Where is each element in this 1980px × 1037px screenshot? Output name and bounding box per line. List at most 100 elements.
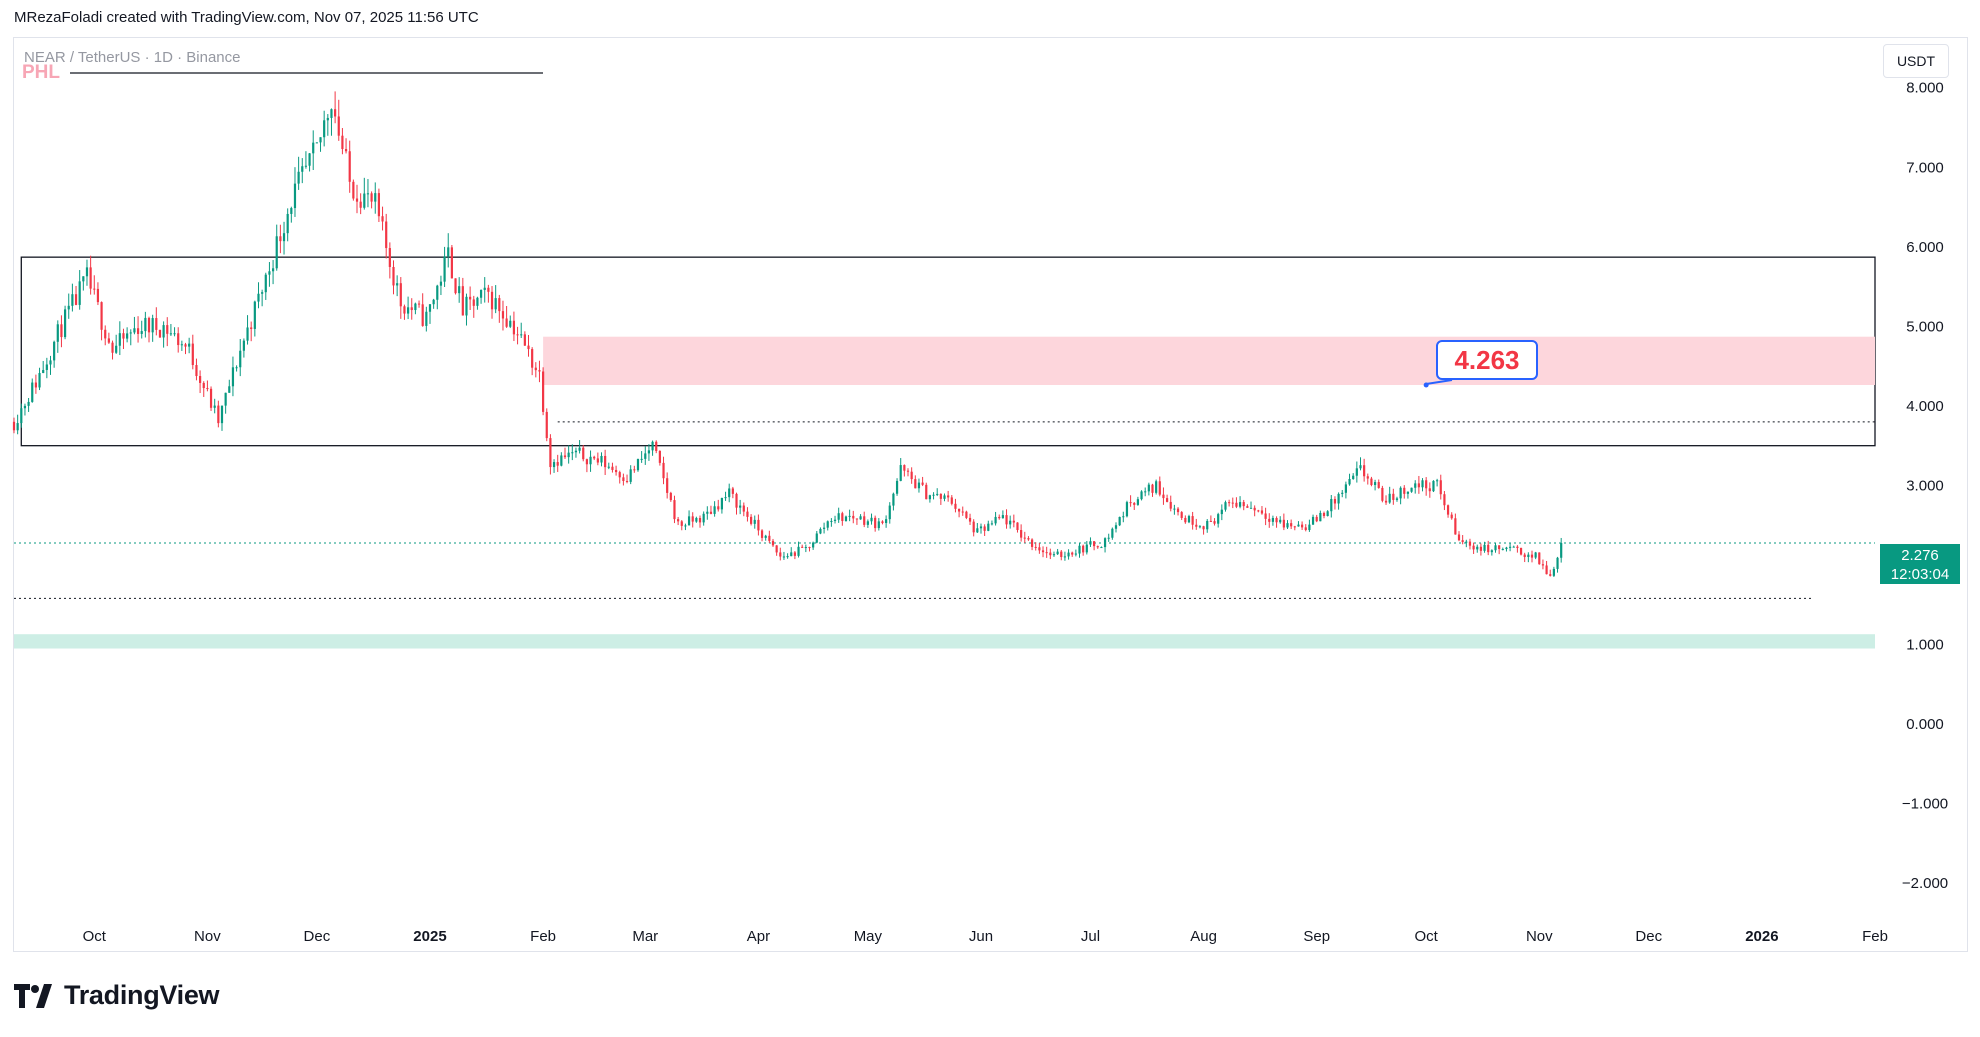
- y-tick-label: −2.000: [1902, 875, 1948, 892]
- indicator-tag[interactable]: PHL: [22, 62, 60, 83]
- candle: [228, 379, 231, 393]
- candle: [53, 340, 56, 368]
- candle: [374, 182, 377, 214]
- candle: [1330, 495, 1333, 518]
- candle: [1242, 499, 1245, 511]
- price-axis: 8.0007.0006.0005.0004.0003.0002.0001.000…: [1902, 80, 1948, 892]
- candle-body: [414, 303, 417, 311]
- candle-body: [465, 296, 468, 316]
- candle-body: [399, 283, 402, 307]
- candle-body: [1341, 492, 1344, 494]
- candle-body: [359, 201, 362, 208]
- candle: [1238, 496, 1242, 509]
- candle-body: [669, 492, 672, 501]
- price-callout[interactable]: 4.263: [1436, 340, 1538, 380]
- candle-body: [1238, 502, 1242, 507]
- candle-body: [436, 285, 439, 300]
- candle: [34, 374, 37, 394]
- currency-button[interactable]: USDT: [1883, 44, 1949, 78]
- candle-body: [304, 165, 308, 167]
- candle: [1363, 458, 1366, 482]
- candle-body: [341, 135, 344, 150]
- candle: [1417, 475, 1420, 494]
- candle: [366, 179, 370, 208]
- candle-body: [490, 291, 494, 310]
- candle-body: [1370, 478, 1373, 486]
- candle: [1279, 516, 1282, 524]
- candle-body: [63, 309, 67, 338]
- candle-body: [100, 302, 103, 330]
- y-tick-label: 5.000: [1906, 318, 1944, 335]
- candle: [764, 534, 767, 541]
- candle-body: [1468, 541, 1472, 546]
- candle: [1446, 504, 1450, 518]
- candle-body: [235, 367, 238, 369]
- candle: [1428, 482, 1431, 498]
- candle: [1217, 512, 1220, 528]
- candle: [1041, 546, 1045, 558]
- candle-body: [768, 535, 771, 541]
- candle: [848, 509, 851, 522]
- candle-body: [1508, 546, 1512, 548]
- candle-body: [863, 516, 866, 525]
- candle-body: [724, 497, 727, 499]
- candle-body: [377, 193, 381, 217]
- candle: [669, 491, 672, 502]
- candle: [304, 151, 308, 169]
- candle-body: [31, 382, 34, 402]
- candle-body: [717, 506, 720, 510]
- candle-body: [578, 447, 581, 451]
- candle-body: [1100, 547, 1103, 549]
- candle-body: [133, 328, 136, 333]
- candle: [709, 505, 713, 515]
- candle-body: [1541, 564, 1545, 566]
- candle-body: [447, 247, 450, 257]
- candle: [713, 501, 716, 517]
- candle-body: [275, 236, 278, 269]
- candle-body: [1355, 468, 1358, 476]
- candle-body: [790, 552, 793, 557]
- candle-body: [534, 367, 537, 371]
- candle: [1359, 457, 1362, 471]
- candle-body: [1260, 510, 1264, 514]
- candle: [100, 301, 103, 341]
- candle: [209, 386, 213, 411]
- candle-body: [129, 332, 132, 334]
- candle: [972, 519, 975, 537]
- candle: [1096, 545, 1099, 549]
- x-tick-label: Feb: [1862, 928, 1888, 945]
- candle-body: [27, 401, 30, 406]
- candle-body: [994, 516, 997, 524]
- candle-body: [228, 386, 231, 393]
- candle: [1410, 487, 1413, 493]
- candle: [1085, 541, 1088, 555]
- candle: [71, 283, 74, 312]
- candle-body: [815, 533, 818, 543]
- candle: [1370, 476, 1373, 487]
- symbol-legend[interactable]: NEAR / TetherUS · 1D · Binance: [24, 49, 241, 66]
- candle: [348, 140, 351, 193]
- callout-pointer: [1426, 379, 1453, 385]
- candle: [556, 454, 559, 472]
- candle: [1552, 566, 1555, 578]
- candle: [1249, 501, 1253, 509]
- candle-body: [74, 294, 78, 305]
- candle-body: [757, 519, 760, 531]
- candle: [1012, 514, 1015, 528]
- candle-body: [261, 292, 264, 294]
- candle-body: [45, 364, 48, 370]
- candle: [585, 458, 588, 473]
- candle-body: [1501, 549, 1504, 551]
- candle: [1009, 515, 1012, 529]
- candle: [250, 321, 253, 342]
- candle: [742, 502, 745, 517]
- candle-body: [1377, 482, 1380, 488]
- candle-body: [728, 488, 731, 498]
- candle-body: [709, 511, 713, 514]
- candle-body: [1388, 493, 1391, 503]
- candle: [1133, 501, 1136, 510]
- candle: [428, 304, 432, 324]
- candle: [111, 340, 114, 360]
- candle-body: [965, 511, 968, 518]
